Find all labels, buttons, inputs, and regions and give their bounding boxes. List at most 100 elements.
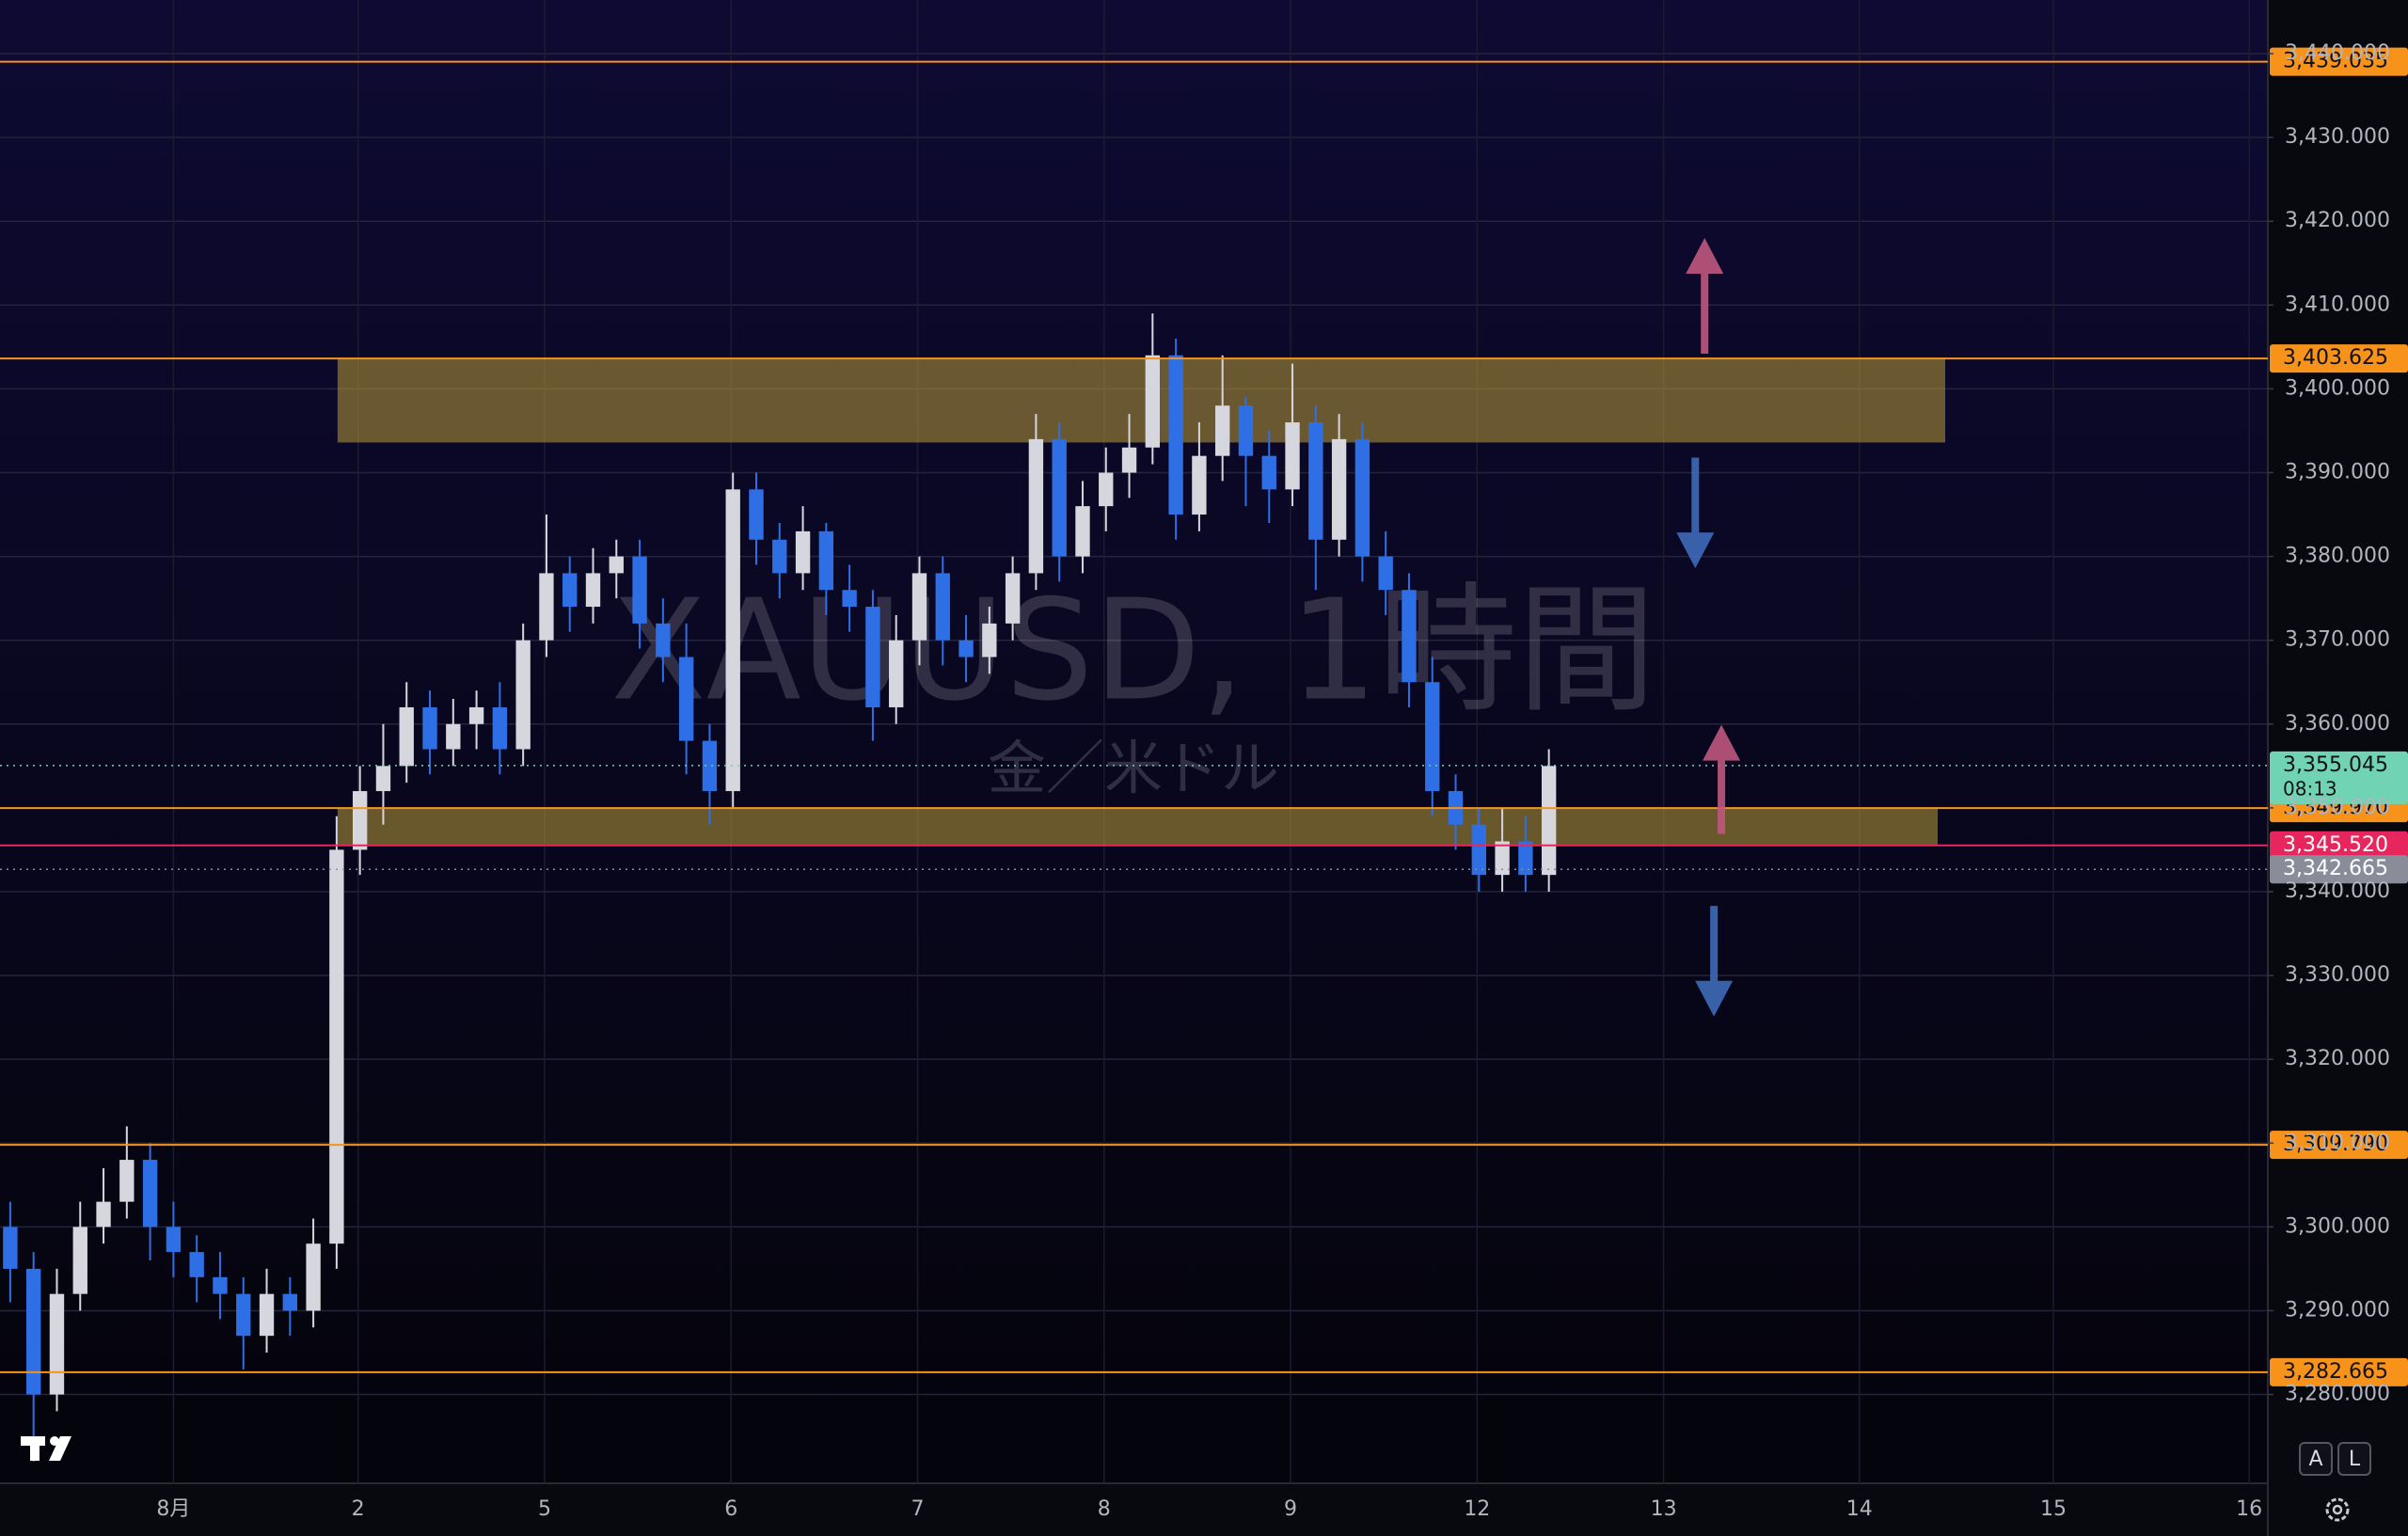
candle-body: [1402, 590, 1417, 683]
button-label[interactable]: A: [2308, 1448, 2322, 1471]
plot-background: [0, 0, 2268, 1483]
candle-body: [26, 1268, 41, 1395]
candle-body: [1238, 405, 1254, 456]
y-tick-label: 3,340.000: [2285, 879, 2390, 903]
candle-body: [1378, 556, 1393, 591]
candle-body: [632, 556, 647, 624]
candle-body: [259, 1293, 275, 1337]
candle-body: [1261, 455, 1276, 490]
x-tick-label: 16: [2236, 1497, 2262, 1521]
candle-body: [1214, 405, 1230, 456]
y-tick-label: 3,300.000: [2285, 1214, 2390, 1238]
y-tick-label: 3,320.000: [2285, 1047, 2390, 1070]
candle-body: [399, 706, 414, 767]
y-tick-label: 3,410.000: [2285, 293, 2390, 316]
settings-button[interactable]: [2325, 1497, 2350, 1522]
candle-body: [1168, 355, 1183, 515]
y-tick-label: 3,420.000: [2285, 209, 2390, 232]
candle-body: [468, 706, 484, 724]
candle-body: [1145, 355, 1161, 448]
x-tick-label: 6: [724, 1497, 737, 1521]
candle-body: [1425, 682, 1440, 792]
y-tick-label: 3,430.000: [2285, 125, 2390, 149]
candle-body: [306, 1243, 321, 1311]
levels: 3,439.0353,403.6253,349.9703,309.7903,28…: [0, 47, 2408, 1386]
candle-body: [889, 640, 904, 707]
watermark-subtitle: 金／米ドル: [988, 734, 1279, 802]
candle-body: [1028, 438, 1044, 574]
gear-icon[interactable]: [2332, 1504, 2343, 1515]
y-tick-label: 3,440.000: [2285, 41, 2390, 65]
candle-body: [702, 740, 718, 792]
candle-body: [119, 1160, 135, 1202]
candle-body: [352, 791, 368, 850]
candle-body: [1308, 422, 1323, 540]
candle-body: [446, 723, 461, 750]
button-label[interactable]: L: [2349, 1448, 2361, 1471]
button-l[interactable]: L: [2337, 1442, 2371, 1476]
time-axis-panel: [0, 1483, 2268, 1536]
x-tick-label: 15: [2040, 1497, 2067, 1521]
candle-body: [725, 489, 740, 792]
watermark-title: XAUUSD, 1時間: [610, 570, 1656, 732]
candle-body: [1099, 472, 1114, 507]
candle-body: [189, 1252, 204, 1277]
x-tick-label: 5: [538, 1497, 551, 1521]
candle-body: [958, 640, 974, 657]
y-tick-label: 3,350.000: [2285, 796, 2390, 819]
level-label-box: [2270, 855, 2408, 884]
arrow: [1686, 238, 1724, 354]
x-tick-label: 9: [1284, 1497, 1297, 1521]
candle-body: [539, 573, 554, 641]
candle-body: [585, 573, 601, 608]
gear-icon[interactable]: [2325, 1497, 2350, 1522]
level-label: 3,309.790: [2283, 1132, 2388, 1156]
candle-body: [865, 607, 880, 707]
level-label: 3,342.665: [2283, 857, 2388, 880]
candle-body: [1541, 766, 1557, 876]
y-tick-label: 3,360.000: [2285, 712, 2390, 736]
level-label-box: [2270, 1357, 2408, 1386]
candle-body: [749, 489, 764, 540]
candle-body: [1518, 841, 1533, 876]
candle-body: [911, 573, 927, 641]
y-tick-label: 3,370.000: [2285, 628, 2390, 652]
candles: [3, 313, 1557, 1462]
x-tick-label: 8月: [156, 1497, 190, 1521]
candle-body: [49, 1293, 65, 1395]
candle-body: [795, 530, 811, 574]
zones: [337, 358, 1945, 846]
arrow: [1676, 457, 1715, 569]
candle-body: [422, 706, 437, 750]
y-tick-label: 3,390.000: [2285, 461, 2390, 484]
level-label: 3,345.520: [2283, 833, 2388, 857]
button-a[interactable]: A: [2299, 1442, 2333, 1476]
candle-body: [1005, 573, 1021, 624]
y-tick-label: 3,310.000: [2285, 1131, 2390, 1154]
level-countdown: 08:13: [2283, 777, 2337, 800]
level-label-box: [2270, 47, 2408, 76]
logo-part: [50, 1436, 59, 1446]
x-tick-label: 14: [1846, 1497, 1873, 1521]
x-tick-label: 7: [911, 1497, 925, 1521]
candle-body: [1495, 841, 1510, 876]
candle-body: [515, 640, 531, 750]
y-tick-label: 3,400.000: [2285, 376, 2390, 400]
button-frame[interactable]: [2337, 1442, 2371, 1476]
axis: 3,280.000 3,290.000 3,300.000 3,310.000 3,32…: [156, 41, 2390, 1521]
tradingview-logo: [21, 1436, 71, 1461]
level-label: 3,439.035: [2283, 50, 2388, 73]
candle-body: [982, 623, 997, 657]
level-label-box: [2270, 751, 2408, 804]
x-tick-label: 8: [1098, 1497, 1111, 1521]
level-label: 3,355.045: [2283, 753, 2388, 777]
y-tick-label: 3,330.000: [2285, 963, 2390, 987]
arrow: [1703, 724, 1741, 834]
button-frame[interactable]: [2299, 1442, 2333, 1476]
candle-body: [1121, 447, 1137, 473]
x-tick-label: 2: [352, 1497, 365, 1521]
logo-part: [49, 1436, 71, 1461]
candle-body: [3, 1227, 18, 1269]
candle-body: [1192, 455, 1207, 515]
candle-body: [1075, 506, 1090, 557]
